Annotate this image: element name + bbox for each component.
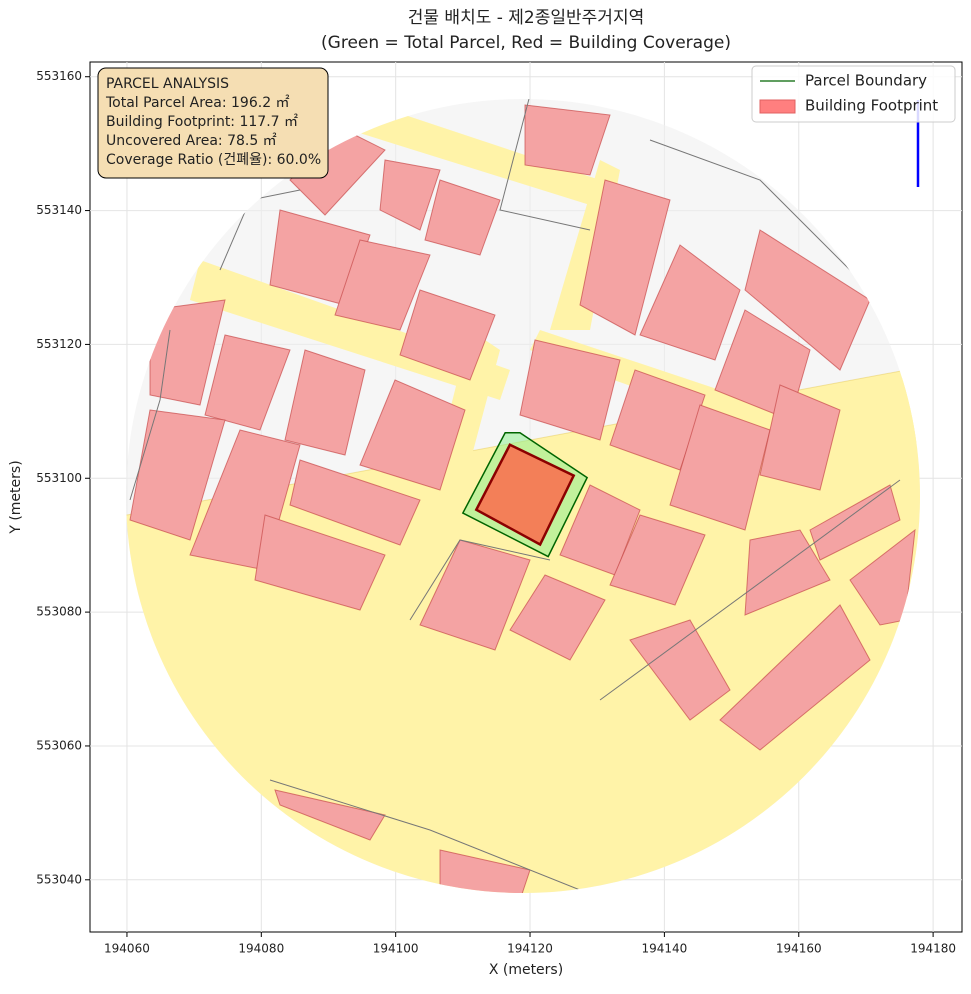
y-tick-label: 553080 <box>36 605 82 619</box>
x-tick-label: 194180 <box>910 942 956 956</box>
annotation-box: PARCEL ANALYSIS Total Parcel Area: 196.2 … <box>97 67 329 179</box>
y-tick-label: 553140 <box>36 203 82 217</box>
x-tick-label: 194160 <box>776 942 822 956</box>
x-tick-label: 194100 <box>373 942 419 956</box>
y-tick-label: 553100 <box>36 471 82 485</box>
annotation-line: Building Footprint: 117.7 ㎡ <box>106 114 298 130</box>
context-map <box>126 99 920 893</box>
annotation-line: Coverage Ratio (건폐율): 60.0% <box>106 152 321 168</box>
legend-swatch <box>759 99 796 114</box>
annotation-line: PARCEL ANALYSIS <box>106 76 229 92</box>
chart-title: 건물 배치도 - 제2종일반주거지역 <box>408 8 644 28</box>
chart-subtitle: (Green = Total Parcel, Red = Building Co… <box>321 33 731 53</box>
y-tick-label: 553060 <box>36 738 82 752</box>
legend-label: Parcel Boundary <box>805 72 927 90</box>
y-tick-label: 553120 <box>36 337 82 351</box>
x-tick-label: 194140 <box>641 942 687 956</box>
y-tick-label: 553040 <box>36 872 82 886</box>
x-tick-label: 194060 <box>104 942 150 956</box>
y-axis-label: Y (meters) <box>8 460 24 534</box>
data-layer <box>461 432 589 558</box>
x-axis-label: X (meters) <box>489 962 563 978</box>
legend-label: Building Footprint <box>805 97 938 115</box>
x-tick-label: 194120 <box>507 942 553 956</box>
legend: Parcel Boundary Building Footprint <box>751 65 956 123</box>
building-polygon <box>474 443 576 547</box>
y-tick-label: 553160 <box>36 69 82 83</box>
annotation-line: Uncovered Area: 78.5 ㎡ <box>106 133 277 149</box>
x-tick-label: 194080 <box>238 942 284 956</box>
annotation-line: Total Parcel Area: 196.2 ㎡ <box>105 95 290 111</box>
